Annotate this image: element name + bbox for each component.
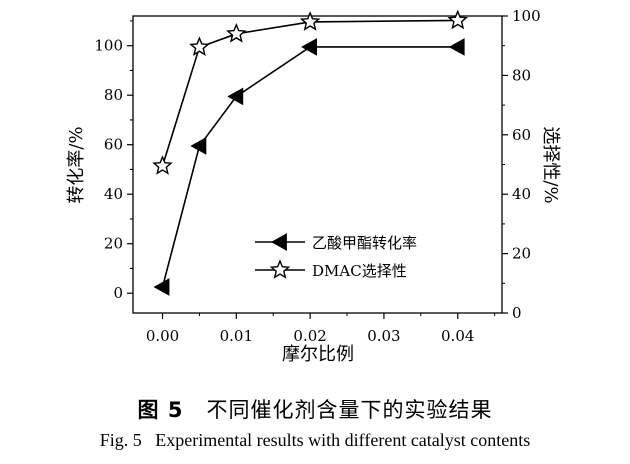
data-point <box>227 87 244 106</box>
figure-caption-cn: 图 5 不同催化剂含量下的实验结果 <box>0 394 630 424</box>
legend: 乙酸甲酯转化率 DMAC选择性 <box>255 233 417 280</box>
figure-number-en: Fig. 5 <box>99 430 142 450</box>
figure-caption-en: Fig. 5 Experimental results with differe… <box>0 430 630 451</box>
y2-axis-ticks: 0 20 40 60 80 100 <box>502 7 541 322</box>
x-tick-label: 0.04 <box>441 327 474 345</box>
data-point <box>448 38 465 56</box>
data-point <box>153 278 170 296</box>
legend-item: DMAC选择性 <box>255 259 407 280</box>
x-tick-label: 0.01 <box>220 327 253 345</box>
x-axis-label: 摩尔比例 <box>282 344 354 365</box>
y-tick-label: 40 <box>104 185 123 203</box>
y2-tick-label: 20 <box>512 245 531 263</box>
legend-label: DMAC选择性 <box>312 262 407 280</box>
y2-tick-label: 40 <box>512 185 531 203</box>
data-point <box>189 36 210 56</box>
x-tick-label: 0.02 <box>293 327 326 345</box>
chart-svg: 0.00 0.01 0.02 0.03 0.04 0 20 40 60 80 100 0 20 40 6… <box>66 7 561 365</box>
y-axis-label: 转化率/% <box>66 126 87 203</box>
y-tick-label: 100 <box>94 37 123 55</box>
y-tick-label: 60 <box>104 136 123 154</box>
figure-title-cn: 不同催化剂含量下的实验结果 <box>206 398 493 422</box>
x-tick-label: 0.03 <box>367 327 400 345</box>
x-axis-ticks: 0.00 0.01 0.02 0.03 0.04 <box>146 313 496 345</box>
x-tick-label: 0.00 <box>146 327 179 345</box>
figure-title-en: Experimental results with different cata… <box>155 430 531 450</box>
data-point <box>190 137 207 155</box>
y-tick-label: 80 <box>104 86 123 104</box>
data-point <box>152 155 173 175</box>
y-tick-label: 20 <box>104 235 123 253</box>
y-tick-label: 0 <box>113 284 123 302</box>
legend-label: 乙酸甲酯转化率 <box>312 234 417 252</box>
y2-tick-label: 100 <box>512 7 541 25</box>
data-point <box>301 38 318 56</box>
legend-item: 乙酸甲酯转化率 <box>255 233 417 252</box>
y-axis-ticks: 0 20 40 60 80 100 <box>94 20 133 302</box>
data-point <box>299 11 321 31</box>
y2-tick-label: 80 <box>512 66 531 84</box>
y2-axis-label: 选择性/% <box>540 126 561 203</box>
series-2 <box>152 9 469 175</box>
series-1 <box>153 38 465 296</box>
figure-number-cn: 图 5 <box>137 398 184 422</box>
legend-marker <box>270 233 287 251</box>
series-layer <box>152 9 469 296</box>
data-point <box>447 9 469 30</box>
y2-tick-label: 0 <box>512 304 522 322</box>
y2-tick-label: 60 <box>512 126 531 144</box>
legend-marker <box>269 259 291 279</box>
data-point <box>226 22 247 43</box>
